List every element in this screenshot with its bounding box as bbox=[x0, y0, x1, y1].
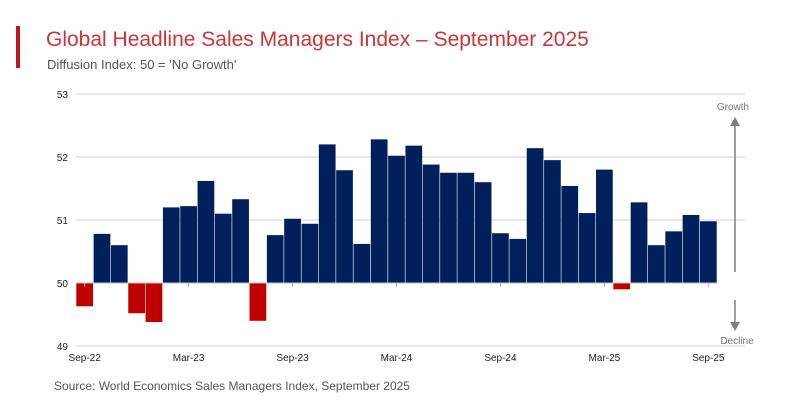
bar-Sep-23 bbox=[284, 218, 301, 283]
bar-Mar-25 bbox=[596, 169, 613, 283]
bar-Dec-24 bbox=[544, 160, 561, 283]
bar-Oct-23 bbox=[301, 223, 319, 283]
bar-Jul-25 bbox=[665, 231, 683, 283]
bar-Apr-23 bbox=[197, 180, 215, 283]
y-tick-label: 52 bbox=[57, 153, 69, 164]
bar-Apr-25 bbox=[613, 283, 631, 290]
x-tick-label: Sep-25 bbox=[692, 353, 725, 364]
x-axis-ticks: Sep-22 Mar-23 Sep-23 Mar-24 Sep-24 Mar-25 Sep-… bbox=[69, 283, 725, 364]
x-tick-label: Sep-23 bbox=[276, 353, 309, 364]
decline-label: Decline bbox=[720, 336, 754, 347]
bar-series bbox=[76, 139, 717, 323]
decline-arrow-icon bbox=[730, 322, 740, 331]
x-tick-label: Mar-23 bbox=[173, 353, 205, 364]
bar-Jul-23 bbox=[249, 283, 267, 321]
bar-Feb-25 bbox=[578, 213, 596, 283]
bar-May-23 bbox=[214, 213, 232, 283]
growth-arrow-icon bbox=[730, 117, 740, 126]
bar-Jan-23 bbox=[145, 283, 163, 323]
bar-Nov-23 bbox=[318, 144, 336, 283]
title-accent-bar bbox=[16, 26, 20, 68]
bar-Sep-22 bbox=[76, 283, 94, 307]
bar-Sep-24 bbox=[492, 233, 509, 283]
y-tick-label: 53 bbox=[57, 90, 69, 101]
source-note: Source: World Economics Sales Managers I… bbox=[54, 379, 410, 393]
bar-Feb-24 bbox=[370, 139, 388, 283]
bar-Jun-24 bbox=[440, 172, 457, 283]
y-axis-ticks: 49 50 51 52 53 bbox=[57, 90, 69, 353]
bar-Jul-24 bbox=[457, 172, 475, 283]
chart-title: Global Headline Sales Managers Index – S… bbox=[46, 28, 589, 51]
y-tick-label: 49 bbox=[57, 342, 69, 353]
bar-Aug-23 bbox=[266, 235, 284, 283]
bar-Aug-24 bbox=[474, 182, 492, 283]
bar-Jun-25 bbox=[648, 245, 665, 283]
bar-Mar-23 bbox=[180, 206, 197, 283]
bar-Sep-25 bbox=[699, 221, 717, 283]
chart-subtitle: Diffusion Index: 50 = 'No Growth' bbox=[47, 57, 237, 72]
bar-Nov-24 bbox=[526, 148, 544, 283]
bar-Jan-24 bbox=[353, 243, 371, 283]
bar-Jun-23 bbox=[232, 199, 249, 283]
bar-Mar-24 bbox=[388, 155, 405, 283]
x-tick-label: Sep-24 bbox=[484, 353, 517, 364]
x-tick-label: Mar-25 bbox=[589, 353, 621, 364]
bar-Apr-24 bbox=[405, 145, 423, 283]
bar-Nov-22 bbox=[110, 245, 128, 283]
bar-Oct-24 bbox=[509, 238, 527, 283]
bar-Aug-25 bbox=[682, 214, 700, 283]
x-tick-label: Mar-24 bbox=[381, 353, 413, 364]
bar-Feb-23 bbox=[162, 207, 180, 283]
bar-Dec-22 bbox=[128, 283, 145, 314]
bar-Oct-22 bbox=[93, 233, 111, 283]
bar-Dec-23 bbox=[336, 170, 353, 283]
x-tick-label: Sep-22 bbox=[69, 353, 102, 364]
bar-May-24 bbox=[422, 164, 440, 283]
y-tick-label: 51 bbox=[57, 216, 69, 227]
bar-Jan-25 bbox=[561, 185, 579, 283]
y-tick-label: 50 bbox=[57, 279, 69, 290]
growth-label: Growth bbox=[717, 102, 749, 113]
bar-May-25 bbox=[630, 202, 648, 283]
growth-decline-arrows: Growth Decline bbox=[717, 102, 754, 347]
